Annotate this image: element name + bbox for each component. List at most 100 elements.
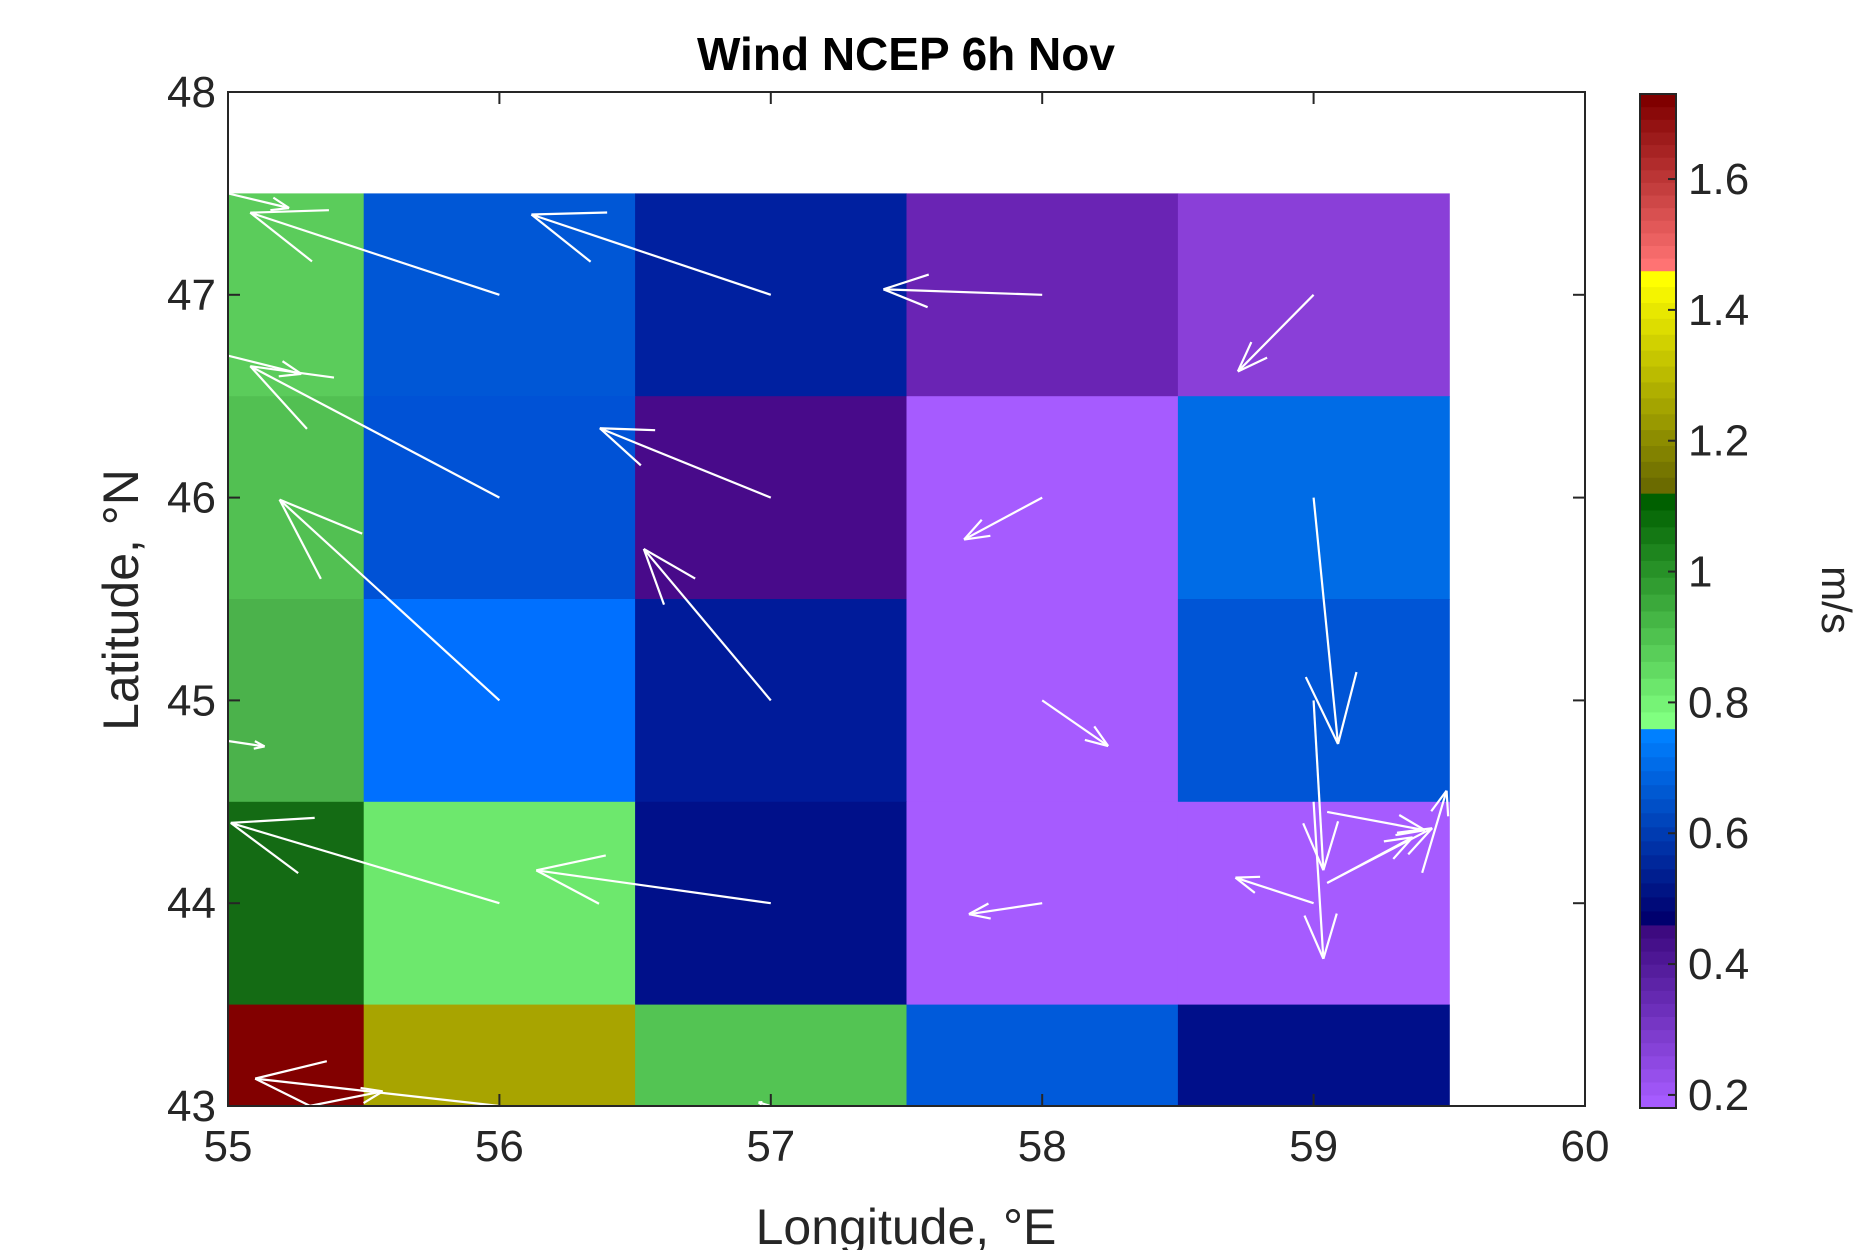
colorbar-step <box>1640 711 1676 730</box>
heatmap-cell <box>635 599 907 803</box>
y-axis-label: Latitude, °N <box>93 469 149 731</box>
colorbar-step <box>1640 694 1676 713</box>
colorbar-tick-label: 1 <box>1688 548 1712 597</box>
colorbar-step <box>1640 477 1676 494</box>
colorbar: 0.2 0.4 0.6 0.8 1 1.2 1.4 1.6 <box>1639 93 1749 1120</box>
heatmap-cell <box>228 396 365 600</box>
wind-arrow <box>963 496 1043 541</box>
colorbar-step <box>1640 207 1676 221</box>
x-tick-label: 58 <box>1018 1122 1067 1171</box>
heatmap-cell <box>906 801 1179 1006</box>
heatmap-cell <box>1177 1004 1450 1107</box>
colorbar-step <box>1640 334 1676 351</box>
heatmap-cells <box>228 193 1450 1107</box>
colorbar-step <box>1640 910 1676 926</box>
heatmap-cell <box>228 599 365 803</box>
heatmap-cell <box>228 1004 365 1107</box>
colorbar-step <box>1640 937 1676 952</box>
wind-arrow <box>1236 294 1315 373</box>
colorbar-tick-label: 1.2 <box>1688 417 1749 466</box>
colorbar-tick-label: 0.6 <box>1688 809 1749 858</box>
colorbar-tick-label: 1.4 <box>1688 286 1749 335</box>
colorbar-step <box>1640 318 1676 335</box>
colorbar-step <box>1640 990 1676 1004</box>
colorbar-step <box>1640 194 1676 209</box>
colorbar-frame <box>1639 93 1677 1109</box>
heatmap-cell <box>363 801 636 1006</box>
colorbar-step <box>1640 577 1676 595</box>
heatmap-cell <box>906 1004 1179 1107</box>
colorbar-step <box>1640 950 1676 965</box>
colorbar-step <box>1640 182 1676 196</box>
colorbar-step <box>1640 302 1676 319</box>
colorbar-step <box>1640 365 1676 383</box>
colorbar-step <box>1640 882 1676 898</box>
colorbar-step <box>1640 543 1676 561</box>
colorbar-step <box>1640 526 1676 545</box>
colorbar-step <box>1640 1055 1676 1070</box>
wind-arrow <box>228 354 302 378</box>
x-tick-label: 57 <box>746 1122 795 1171</box>
colorbar-step <box>1640 94 1676 108</box>
colorbar-step <box>1640 560 1676 578</box>
colorbar-step <box>1640 131 1676 146</box>
colorbar-step <box>1640 1016 1676 1031</box>
heatmap-cell <box>363 193 636 397</box>
colorbar-step <box>1640 232 1676 246</box>
colorbar-step <box>1640 742 1676 758</box>
colorbar-step <box>1640 461 1676 478</box>
wind-arrow <box>1326 827 1434 884</box>
wind-arrow <box>278 498 501 702</box>
wind-arrow <box>249 209 500 296</box>
y-tick-label: 47 <box>167 271 216 320</box>
heatmap-cell <box>635 396 907 600</box>
colorbar-step <box>1640 1081 1676 1096</box>
wind-arrow <box>1041 699 1110 748</box>
colorbar-step <box>1640 350 1676 367</box>
colorbar-step <box>1640 381 1676 399</box>
wind-arrow <box>230 816 500 905</box>
heatmap-cell <box>635 801 907 1006</box>
wind-arrow <box>228 192 290 212</box>
y-tick-label: 46 <box>167 474 216 523</box>
colorbar-step <box>1640 1029 1676 1044</box>
x-tick-label: 60 <box>1561 1122 1610 1171</box>
chart-title: Wind NCEP 6h Nov <box>697 28 1115 80</box>
wind-arrow <box>1234 875 1314 905</box>
colorbar-step <box>1640 1003 1676 1018</box>
heatmap-cell <box>228 193 365 397</box>
colorbar-step <box>1640 119 1676 133</box>
colorbar-step <box>1640 429 1676 446</box>
colorbar-step <box>1640 812 1676 828</box>
colorbar-step <box>1640 854 1676 870</box>
colorbar-tick-label: 0.8 <box>1688 678 1749 727</box>
wind-arrow <box>968 902 1043 920</box>
heatmap-cell <box>363 1004 636 1107</box>
colorbar-step <box>1640 924 1676 939</box>
y-tick-label: 45 <box>167 676 216 725</box>
colorbar-step <box>1640 413 1676 431</box>
x-axis: 55 56 57 58 59 60 <box>204 92 1610 1171</box>
colorbar-step <box>1640 1094 1676 1109</box>
colorbar-tick-label: 1.6 <box>1688 155 1749 204</box>
colorbar-step <box>1640 868 1676 884</box>
heatmap-cell <box>363 599 636 803</box>
heatmap-cell <box>635 1004 907 1107</box>
colorbar-step <box>1640 728 1676 744</box>
colorbar-step <box>1640 286 1676 304</box>
wind-arrow <box>1326 810 1426 837</box>
colorbar-step <box>1640 1068 1676 1083</box>
colorbar-step <box>1640 1042 1676 1057</box>
x-tick-label: 56 <box>475 1122 524 1171</box>
x-tick-label: 59 <box>1289 1122 1338 1171</box>
colorbar-step <box>1640 964 1676 978</box>
colorbar-step <box>1640 445 1676 462</box>
y-tick-label: 43 <box>167 1082 216 1131</box>
colorbar-step <box>1640 157 1676 171</box>
colorbar-step <box>1640 270 1676 288</box>
heatmap-cell <box>906 396 1179 600</box>
colorbar-step <box>1640 798 1676 814</box>
wind-arrow <box>599 427 772 499</box>
colorbar-step <box>1640 896 1676 912</box>
colorbar-step <box>1640 840 1676 856</box>
